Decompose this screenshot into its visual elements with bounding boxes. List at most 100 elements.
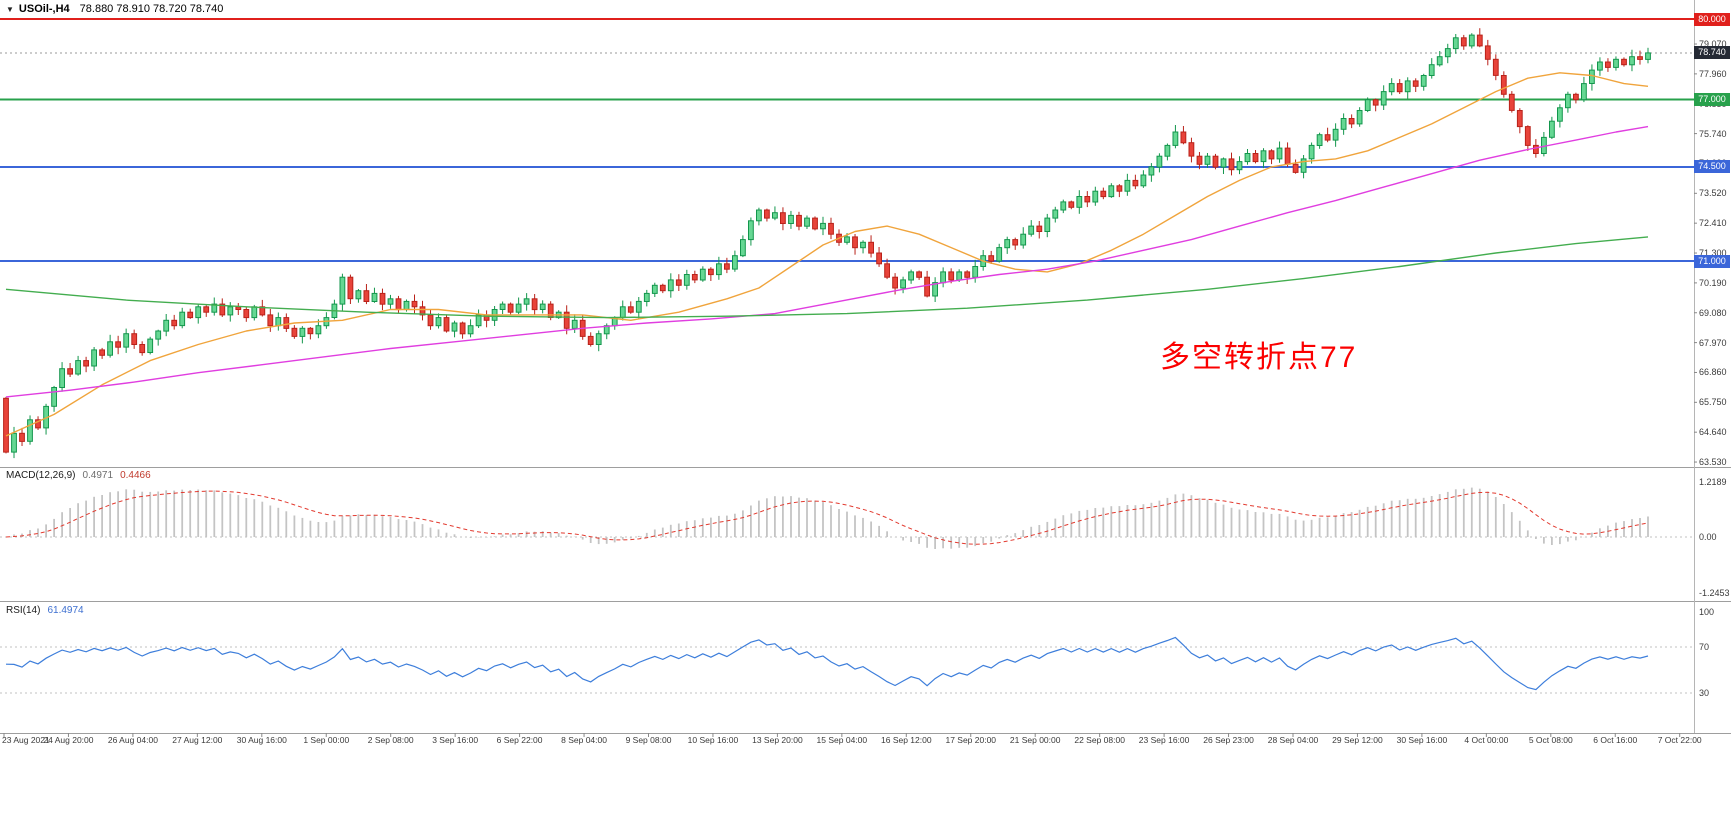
candle-bear (3, 397, 9, 453)
candle-bull (1236, 161, 1243, 171)
candle-bull (860, 241, 866, 249)
chart-annotation-text[interactable]: 多空转折点77 (1160, 341, 1358, 374)
candle-bull (1356, 110, 1363, 125)
candle-bear (1524, 126, 1531, 146)
candle-bear (131, 333, 138, 346)
candle-bear (828, 222, 834, 235)
candle-bull (1300, 158, 1307, 173)
candle-bull (699, 268, 706, 281)
candle-bear (724, 263, 730, 270)
time-scale[interactable]: 23 Aug 2021 24 Aug 20:00 26 Aug 04:00 27 Au… (0, 735, 1702, 749)
candle-bear (1412, 80, 1419, 87)
chart-caption: ▼ USOil-,H4 78.880 78.910 78.720 78.740 (6, 3, 223, 15)
time-axis-label: 15 Sep 04:00 (816, 735, 868, 745)
candle-bull (595, 333, 602, 346)
candle-bear (1492, 58, 1499, 76)
candle-bull (27, 419, 33, 442)
time-axis-label: 6 Sep 22:00 (496, 735, 543, 745)
candle-bear (99, 349, 105, 356)
candle-bear (988, 255, 995, 262)
time-axis-label: 6 Oct 16:00 (1593, 735, 1638, 745)
candle-bear (1605, 61, 1611, 68)
macd-pane (0, 487, 1694, 549)
candle-bear (187, 311, 194, 319)
candle-bull (900, 279, 907, 289)
candle-bear (1180, 131, 1187, 144)
candle-bear (67, 368, 73, 375)
candle-bear (307, 327, 314, 335)
candle-bear (19, 432, 25, 442)
macd-main-value: 0.4971 (82, 470, 114, 481)
candle-bull (1020, 233, 1027, 246)
candle-bear (1084, 196, 1091, 203)
candle-bear (876, 252, 883, 265)
candle-bull (1052, 209, 1059, 219)
candle-bear (1212, 155, 1219, 168)
candle-bull (251, 306, 258, 319)
candle-bull (155, 330, 162, 340)
time-axis-label: 23 Aug 2021 (2, 735, 50, 745)
candle-bull (1380, 91, 1387, 106)
collapse-triangle-icon[interactable]: ▼ (6, 5, 14, 14)
candle-bull (1124, 179, 1131, 192)
candle-bull (1452, 37, 1459, 50)
candle-bear (796, 214, 802, 227)
candle-bear (1188, 142, 1195, 157)
candle-bull (315, 325, 322, 335)
candle-bear (1116, 185, 1123, 192)
candle-bear (235, 306, 242, 310)
time-axis-label: 1 Sep 00:00 (303, 735, 350, 745)
rsi-value: 61.4974 (47, 605, 84, 616)
candle-bull (1308, 144, 1315, 160)
candle-bear (948, 271, 955, 281)
candle-bear (1228, 158, 1235, 171)
candle-bull (1244, 153, 1251, 163)
macd-title: MACD(12,26,9) (6, 470, 76, 481)
candle-bull (403, 300, 410, 310)
ma-line-fast-orange (5, 72, 1649, 437)
candle-bull (59, 368, 66, 389)
ma-line-slow-green (5, 236, 1649, 319)
candle-bear (203, 306, 210, 313)
candle-bull (788, 214, 794, 224)
macd-indicator-label: MACD(12,26,9) 0.4971 0.4466 (6, 470, 151, 481)
candle-bull (1340, 118, 1347, 130)
time-axis-label: 29 Sep 12:00 (1332, 735, 1383, 745)
candle-bear (852, 236, 858, 249)
candle-bear (780, 212, 786, 224)
candle-bear (459, 322, 466, 335)
candle-bull (820, 222, 826, 230)
candle-bull (339, 276, 346, 305)
candle-bull (1565, 93, 1571, 109)
candle-bear (363, 290, 370, 303)
candle-bull (635, 300, 642, 313)
candle-bull (1076, 196, 1083, 208)
candle-bull (571, 319, 578, 329)
candle-bear (291, 327, 298, 337)
candle-bull (467, 325, 474, 335)
candle-bull (1589, 69, 1595, 84)
candle-bull (1108, 185, 1115, 198)
time-axis-label: 8 Sep 04:00 (561, 735, 607, 745)
candle-bull (667, 279, 674, 292)
candle-bear (267, 314, 274, 327)
candle-bull (163, 319, 170, 332)
candle-bull (1028, 225, 1035, 235)
candle-bull (1156, 155, 1163, 168)
candle-bull (91, 349, 97, 367)
candle-bull (275, 317, 282, 327)
candle-bull (1060, 201, 1067, 211)
candle-bull (932, 282, 939, 297)
candle-bear (1372, 99, 1379, 106)
candle-bull (804, 217, 810, 227)
candle-bear (1132, 179, 1139, 187)
time-axis-label: 26 Aug 04:00 (107, 735, 158, 745)
candle-bear (1324, 134, 1331, 141)
candle-bear (675, 279, 682, 286)
time-axis-label: 5 Oct 08:00 (1528, 735, 1573, 745)
candle-bull (972, 266, 979, 278)
candle-bull (1597, 61, 1603, 71)
horizontal-level-lines[interactable] (0, 17, 1694, 263)
